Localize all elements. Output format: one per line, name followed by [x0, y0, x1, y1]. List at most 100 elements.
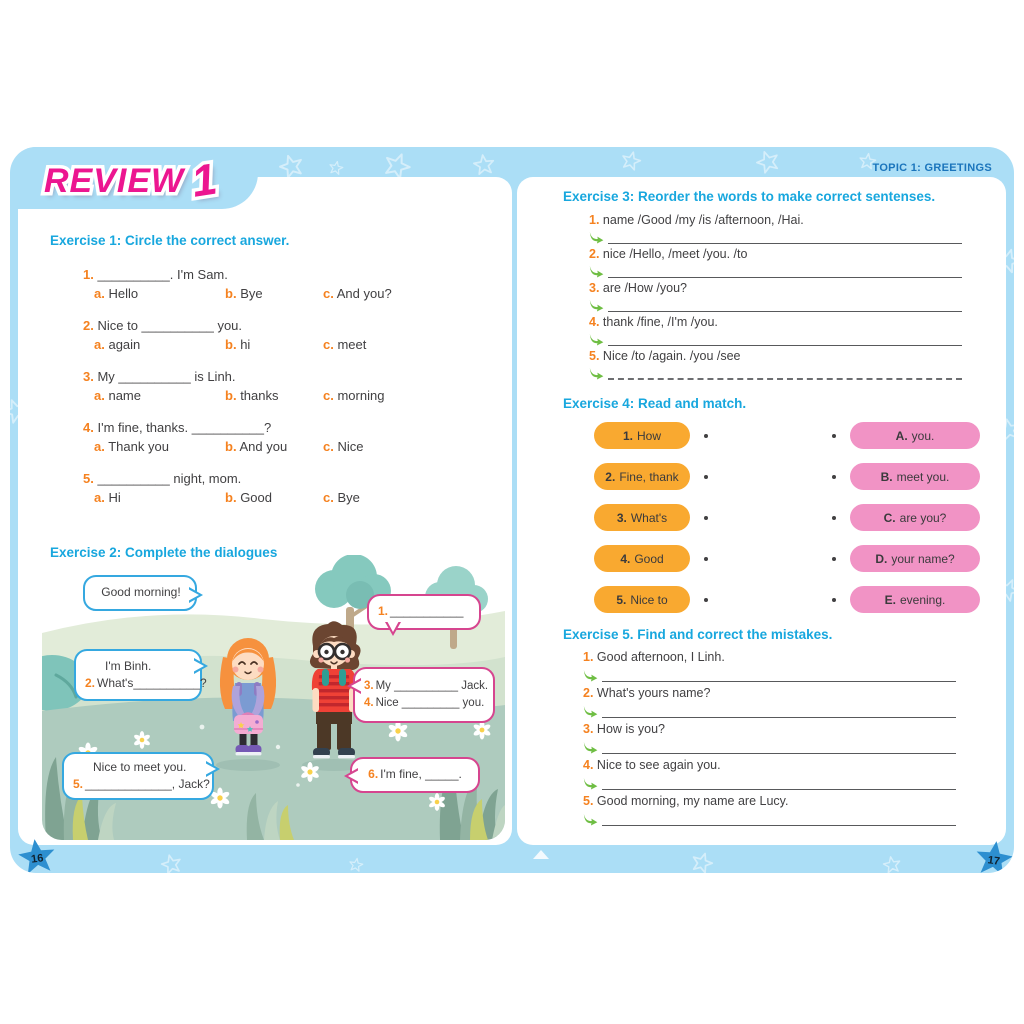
match-left-pill: 4. Good [594, 545, 690, 572]
option-a: a. name [94, 388, 141, 403]
curved-arrow-icon [589, 231, 604, 244]
match-dot [704, 433, 708, 438]
match-right-pill: D. your name? [850, 545, 980, 572]
answer-line [608, 368, 962, 380]
match-dot [832, 515, 836, 520]
star-icon [620, 150, 642, 172]
question-text: __________. I'm Sam. [97, 267, 228, 282]
option-c: c. meet [323, 337, 367, 352]
match-dot [704, 556, 708, 561]
option-a: a. Hello [94, 286, 139, 301]
speech-bubble-blank-1: 1. ___________ [367, 594, 481, 636]
exercise4-title: Exercise 4: Read and match. [563, 396, 747, 411]
match-pair-row: 4. Good D. your name? [594, 545, 980, 572]
mistake-item: 3. How is you? [583, 720, 956, 756]
match-left-pill: 5. Nice to [594, 586, 690, 613]
curved-arrow-icon [583, 777, 598, 790]
star-icon [882, 855, 902, 873]
bubble-text: 4. Nice _________ you. [364, 697, 485, 709]
mistake-item: 2. What's yours name? [583, 684, 956, 720]
bubble-text: I'm Binh. [105, 658, 152, 673]
curved-arrow-icon [583, 741, 598, 754]
option-a: a. Thank you [94, 439, 169, 454]
match-dot [832, 556, 836, 561]
bubble-text: 6. I'm fine, _____. [368, 767, 462, 782]
match-right-pill: E. evening. [850, 586, 980, 613]
question-text: Nice to __________ you. [97, 318, 243, 333]
match-dot [704, 597, 708, 602]
star-icon [858, 152, 877, 171]
mistake-item: 4. Nice to see again you. [583, 756, 956, 792]
bubble-text: 2. What's__________? [85, 676, 207, 690]
exercise1-questions: 1. __________. I'm Sam. a. Hello b. Bye … [83, 265, 496, 520]
option-b: b. Bye [225, 286, 263, 301]
match-left-pill: 2. Fine, thank [594, 463, 690, 490]
answer-line [602, 706, 956, 718]
page-number: 16 [30, 852, 45, 866]
match-pair-row: 1. How A. you. [594, 422, 980, 449]
page-divider-decoration [533, 850, 549, 859]
match-right-pill: B. meet you. [850, 463, 980, 490]
match-left-pill: 1. How [594, 422, 690, 449]
option-b: b. thanks [225, 388, 279, 403]
mistake-item: 1. Good afternoon, I Linh. [583, 648, 956, 684]
page-number: 17 [986, 854, 1001, 868]
review-title: REVIEW REVIEW 1 1 [40, 151, 224, 210]
answer-line [608, 334, 962, 346]
question-text: __________ night, mom. [97, 471, 242, 486]
curved-arrow-icon [583, 669, 598, 682]
question: 5. __________ night, mom. a. Hi b. Good … [83, 469, 496, 507]
reorder-item: 3. are /How /you? [589, 280, 962, 314]
topic-label: TOPIC 1: GREETINGS [872, 162, 992, 174]
match-dot [704, 515, 708, 520]
match-pair-row: 2. Fine, thank B. meet you. [594, 463, 980, 490]
exercise1-title: Exercise 1: Circle the correct answer. [50, 233, 290, 248]
question-text: I'm fine, thanks. __________? [97, 420, 272, 435]
exercise5-items: 1. Good afternoon, I Linh. 2. What's you… [583, 648, 956, 828]
reorder-item: 2. nice /Hello, /meet /you. /to [589, 246, 962, 280]
curved-arrow-icon [583, 705, 598, 718]
option-b: b. hi [225, 337, 251, 352]
star-icon [382, 151, 412, 181]
match-left-pill: 3. What's [594, 504, 690, 531]
review-word: REVIEW [40, 159, 186, 204]
option-c: c. Nice [323, 439, 364, 454]
star-icon [755, 149, 781, 175]
question-number: 1. [83, 267, 94, 282]
answer-line [608, 266, 962, 278]
answer-line [608, 232, 962, 244]
match-dot [832, 597, 836, 602]
match-right-pill: A. you. [850, 422, 980, 449]
answer-line [602, 814, 956, 826]
speech-bubble-im-fine: 6. I'm fine, _____. [344, 757, 480, 793]
question: 2. Nice to __________ you. a. again b. h… [83, 316, 496, 354]
right-page: Exercise 3: Reorder the words to make co… [517, 177, 1006, 845]
bubble-text: 1. ___________ [378, 604, 464, 619]
question-text: My __________ is Linh. [97, 369, 236, 384]
option-b: b. And you [225, 439, 288, 454]
boy-character [309, 621, 361, 759]
question-number: 4. [83, 420, 94, 435]
option-a: a. again [94, 337, 141, 352]
star-icon [160, 853, 183, 873]
question-number: 3. [83, 369, 94, 384]
star-icon [278, 153, 305, 180]
answer-line [602, 670, 956, 682]
option-c: c. Bye [323, 490, 360, 505]
match-pair-row: 5. Nice to E. evening. [594, 586, 980, 613]
exercise5-title: Exercise 5. Find and correct the mistake… [563, 627, 833, 642]
question: 1. __________. I'm Sam. a. Hello b. Bye … [83, 265, 496, 303]
match-dot [832, 433, 836, 438]
workbook-spread: Exercise 1: Circle the correct answer. 1… [10, 147, 1014, 873]
exercise3-title: Exercise 3: Reorder the words to make co… [563, 189, 936, 204]
match-dot [832, 474, 836, 479]
speech-bubble-jack-intro: 3. My __________ Jack. 4. Nice _________ y… [347, 667, 495, 723]
curved-arrow-icon [589, 299, 604, 312]
star-icon [690, 851, 714, 873]
exercise3-items: 1. name /Good /my /is /afternoon, /Hai. … [589, 212, 962, 382]
question: 3. My __________ is Linh. a. name b. tha… [83, 367, 496, 405]
curved-arrow-icon [589, 265, 604, 278]
answer-line [602, 778, 956, 790]
question-number: 2. [83, 318, 94, 333]
